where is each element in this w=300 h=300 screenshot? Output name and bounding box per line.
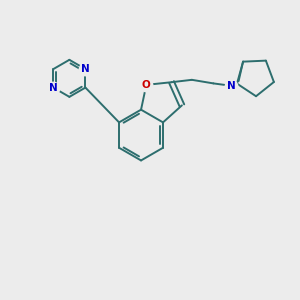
Text: N: N [49,82,58,93]
Text: O: O [142,80,151,90]
Text: N: N [81,64,90,74]
Text: N: N [227,81,236,91]
